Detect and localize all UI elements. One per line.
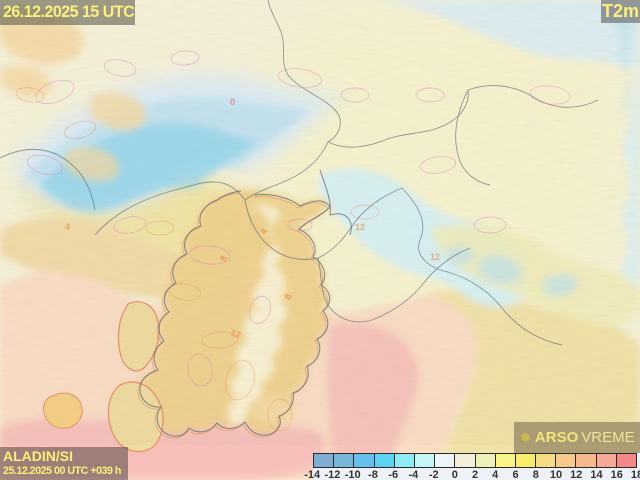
svg-text:12: 12 xyxy=(430,252,440,262)
svg-text:4: 4 xyxy=(65,222,70,232)
svg-text:12: 12 xyxy=(355,222,365,232)
svg-text:0: 0 xyxy=(230,97,235,107)
